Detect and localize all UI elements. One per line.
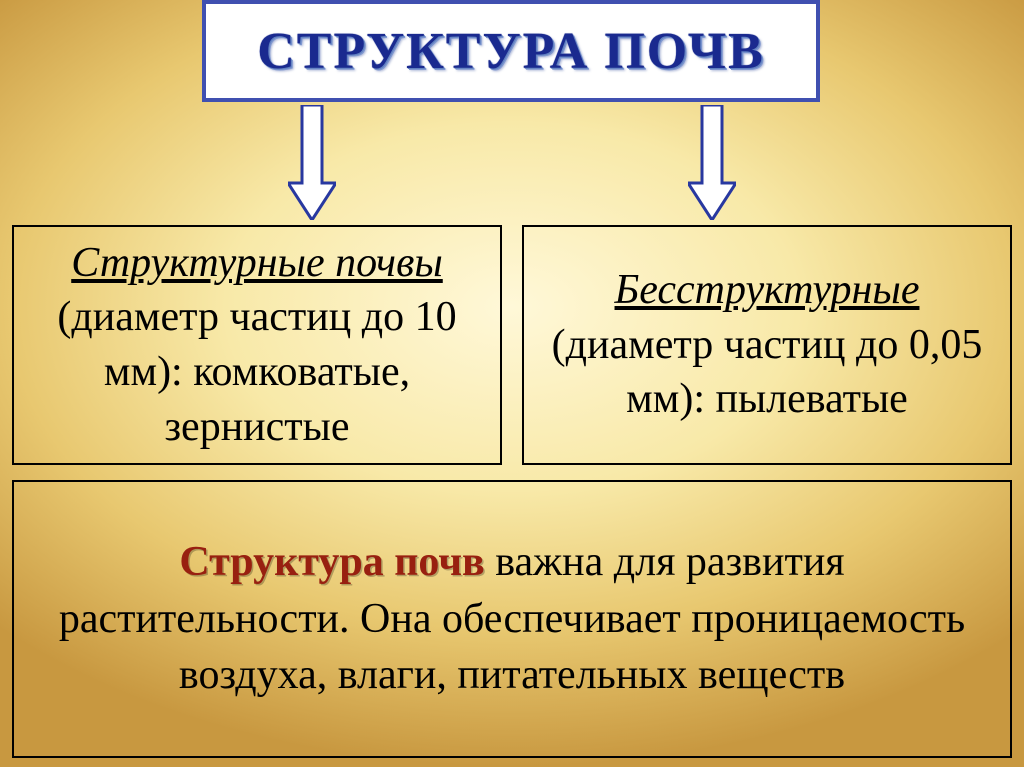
branch-left-body: (диаметр частиц до 10 мм): комковатые, з… <box>57 294 456 449</box>
slide-content: СТРУКТУРА ПОЧВ Структурные почвы (диамет… <box>0 0 1024 767</box>
branch-right-heading: Бесструктурные <box>615 267 920 313</box>
arrow-down-left-icon <box>288 105 336 220</box>
title-box: СТРУКТУРА ПОЧВ <box>202 0 820 102</box>
branch-right-body: (диаметр частиц до 0,05 мм): пылеватые <box>552 322 983 423</box>
branch-left-text: Структурные почвы (диаметр частиц до 10 … <box>34 236 480 454</box>
branch-left-box: Структурные почвы (диаметр частиц до 10 … <box>12 225 502 465</box>
branch-left-heading: Структурные почвы <box>71 240 443 286</box>
branch-right-text: Бесструктурные (диаметр частиц до 0,05 м… <box>544 263 990 427</box>
branch-right-box: Бесструктурные (диаметр частиц до 0,05 м… <box>522 225 1012 465</box>
arrow-down-right-icon <box>688 105 736 220</box>
bottom-box: Структура почв важна для развития растит… <box>12 480 1012 758</box>
bottom-heading: Структура почв <box>179 539 484 585</box>
bottom-text: Структура почв важна для развития растит… <box>44 534 980 704</box>
title-text: СТРУКТУРА ПОЧВ <box>257 22 765 81</box>
